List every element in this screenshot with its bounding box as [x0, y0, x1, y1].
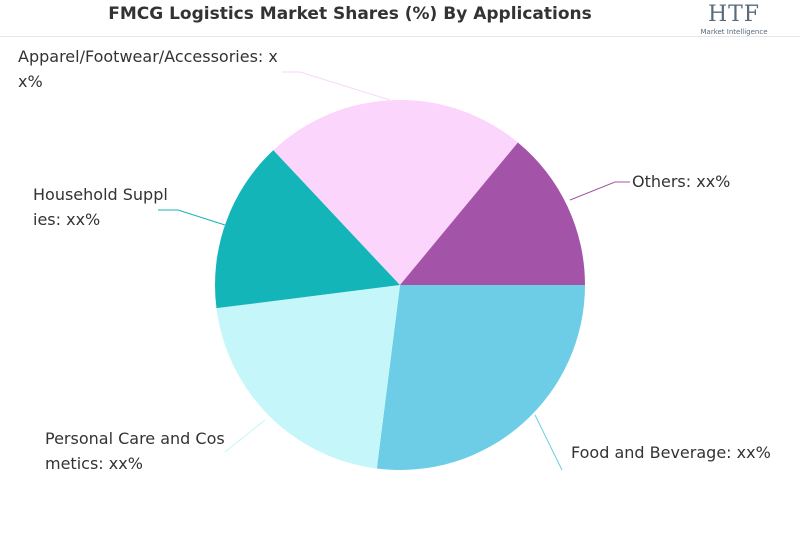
slice-label: Others: xx% [632, 172, 731, 191]
pie-slice [215, 150, 400, 309]
leader-line [282, 71, 391, 101]
logo: HTF Market Intelligence [686, 2, 782, 36]
pie-slice [376, 285, 585, 471]
leader-line [158, 209, 226, 226]
leader-line [569, 181, 630, 201]
slice-label: Household Supplies: xx% [33, 185, 168, 229]
slice-label: Apparel/Footwear/Accessories: xx% [18, 47, 278, 91]
chart-title: FMCG Logistics Market Shares (%) By Appl… [108, 4, 592, 24]
divider [0, 36, 800, 37]
logo-subtext: Market Intelligence [700, 28, 768, 36]
pie-slice [273, 99, 518, 285]
logo-text: HTF [707, 2, 761, 27]
slice-label: Food and Beverage: xx% [571, 443, 771, 462]
leader-lines [158, 71, 630, 471]
slice-label: Personal Care and Cosmetics: xx% [45, 429, 225, 473]
pie-slice [216, 285, 400, 469]
pie-slice [400, 142, 585, 285]
leader-line [534, 414, 563, 471]
leader-line [224, 419, 266, 453]
